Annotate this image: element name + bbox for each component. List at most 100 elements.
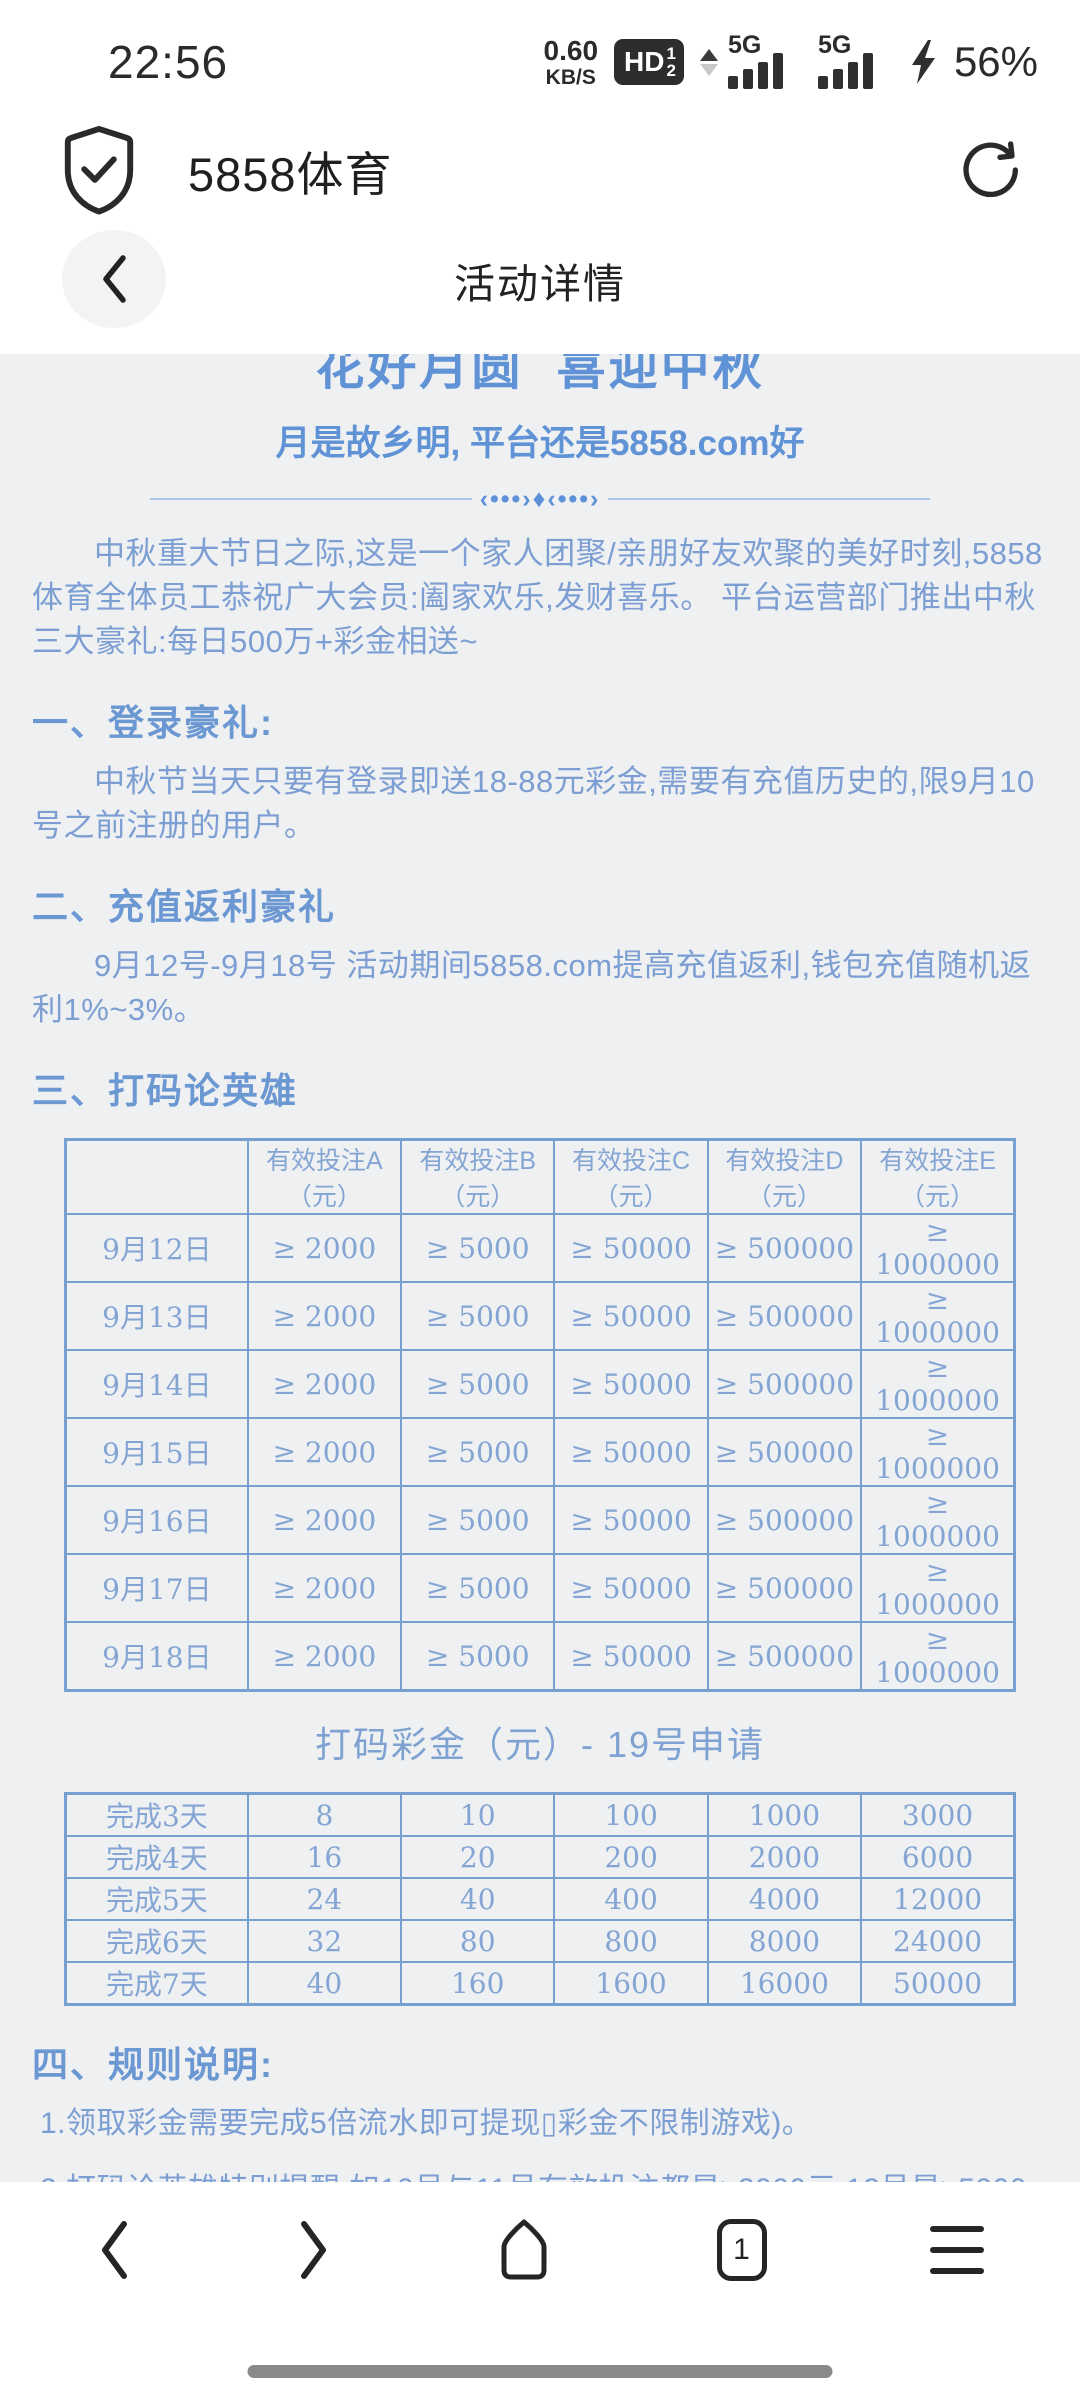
table-cell: ≥ 2000 [246, 1417, 403, 1487]
table-cell: 9月17日 [64, 1553, 249, 1623]
table-cell: ≥ 5000 [400, 1349, 556, 1419]
table-cell: 10 [400, 1792, 556, 1837]
tab-count: 1 [733, 2233, 750, 2266]
signal-sim2-icon: 5G [817, 31, 892, 91]
table-cell: 8 [246, 1792, 403, 1837]
table-header-row: 有效投注A（元） 有效投注B（元） 有效投注C（元） 有效投注D（元） 有效投注E（元） [64, 1138, 1016, 1215]
table-row: 完成7天 40 160 1600 16000 50000 [64, 1961, 1016, 2006]
table-cell: 9月13日 [64, 1281, 249, 1351]
chevron-left-icon [103, 255, 126, 303]
status-indicators: 0.60 KB/S HD 1 2 5G 5G [543, 31, 1038, 91]
clock: 22:56 [108, 36, 229, 88]
intro-paragraph: 中秋重大节日之际,这是一个家人团聚/亲朋好友欢聚的美好时刻,5858体育全体员工… [32, 536, 1043, 659]
hd-label: HD [624, 46, 665, 77]
sim1-label: 1 [666, 44, 676, 63]
table-cell: 12000 [860, 1877, 1016, 1921]
table-cell: 9月15日 [64, 1417, 249, 1487]
table-row: 完成4天 16 20 200 2000 6000 [64, 1835, 1016, 1879]
table-cell: 50000 [860, 1961, 1016, 2006]
table-cell: ≥ 50000 [553, 1621, 709, 1692]
table-cell: ≥ 2000 [246, 1281, 403, 1351]
table-cell: 400 [553, 1877, 709, 1921]
browser-header: 5858体育 [0, 124, 1080, 216]
divider-ornament: ‹•••›♦‹•••› [479, 484, 601, 513]
table-cell: 4000 [706, 1877, 863, 1921]
nav-back-icon[interactable] [96, 2219, 132, 2281]
sim2-label: 2 [666, 61, 676, 80]
table-cell: ≥ 5000 [400, 1281, 556, 1351]
column-header: 有效投注E（元） [860, 1138, 1016, 1215]
menu-icon[interactable] [930, 2226, 984, 2274]
table-cell: 20 [400, 1835, 556, 1879]
section4-heading: 四、规则说明: [32, 2044, 274, 2085]
back-button[interactable] [62, 230, 166, 328]
table-cell: 16 [246, 1835, 403, 1879]
table-cell: 9月18日 [64, 1621, 249, 1692]
section3-heading: 三、打码论英雄 [32, 1070, 299, 1111]
table-cell: 6000 [860, 1835, 1016, 1879]
table-cell: 1600 [553, 1961, 709, 2006]
data-activity-icon [699, 48, 718, 76]
table-cell: ≥ 50000 [553, 1281, 709, 1351]
table-cell: 完成5天 [64, 1877, 249, 1921]
column-header [64, 1138, 249, 1215]
table-row: 9月18日 ≥ 2000 ≥ 5000 ≥ 50000 ≥ 500000 ≥ 100000… [64, 1621, 1016, 1692]
table-cell: ≥ 2000 [246, 1213, 403, 1283]
table-cell: 9月14日 [64, 1349, 249, 1419]
table-row: 完成5天 24 40 400 4000 12000 [64, 1877, 1016, 1921]
browser-bottom-bar: 1 [0, 2182, 1080, 2400]
column-header: 有效投注D（元） [706, 1138, 863, 1215]
table-cell: 9月16日 [64, 1485, 249, 1555]
table-cell: ≥ 1000000 [860, 1349, 1016, 1419]
refresh-icon[interactable] [958, 138, 1022, 202]
table-cell: ≥ 50000 [553, 1213, 709, 1283]
table-cell: ≥ 1000000 [860, 1485, 1016, 1555]
table-cell: 8000 [706, 1919, 863, 1963]
charging-icon [911, 40, 935, 84]
network-speed-value: 0.60 [543, 34, 599, 66]
table-row: 9月16日 ≥ 2000 ≥ 5000 ≥ 50000 ≥ 500000 ≥ 100000… [64, 1485, 1016, 1555]
table-row: 完成6天 32 80 800 8000 24000 [64, 1919, 1016, 1963]
ornamental-divider: ‹•••›♦‹•••› [150, 484, 931, 513]
table-cell: ≥ 500000 [706, 1485, 863, 1555]
table-cell: ≥ 1000000 [860, 1281, 1016, 1351]
gesture-bar[interactable] [247, 2365, 833, 2378]
section2-body: 9月12号-9月18号 活动期间5858.com提高充值返利,钱包充值随机返利1… [32, 948, 1032, 1027]
table-cell: ≥ 50000 [553, 1417, 709, 1487]
nav-row: 1 [0, 2218, 1080, 2282]
bonus-amounts-table: 完成3天 8 10 100 1000 3000 完成4天 16 20 200 2000 6000 完成5… [64, 1792, 1016, 2006]
table-cell: ≥ 50000 [553, 1553, 709, 1623]
rule-item: 1.领取彩金需要完成5倍流水即可提现▯彩金不限制游戏)。 [40, 2107, 813, 2140]
table-cell: 1000 [706, 1792, 863, 1837]
battery-percent: 56% [953, 38, 1038, 85]
table-cell: ≥ 5000 [400, 1213, 556, 1283]
table-cell: 24 [246, 1877, 403, 1921]
signal1-label: 5G [727, 31, 762, 59]
page-header: 活动详情 [0, 230, 1080, 330]
table-cell: 40 [246, 1961, 403, 2006]
column-header: 有效投注A（元） [246, 1138, 403, 1215]
security-shield-icon[interactable] [58, 124, 140, 216]
table-cell: 100 [553, 1792, 709, 1837]
table-cell: ≥ 2000 [246, 1485, 403, 1555]
activity-subtitle: 月是故乡明, 平台还是5858.com好 [275, 424, 805, 463]
table-cell: 2000 [706, 1835, 863, 1879]
table-cell: ≥ 500000 [706, 1621, 863, 1692]
table-cell: ≥ 5000 [400, 1417, 556, 1487]
table-cell: ≥ 500000 [706, 1349, 863, 1419]
table-cell: ≥ 1000000 [860, 1553, 1016, 1623]
column-header: 有效投注B（元） [400, 1138, 556, 1215]
table-cell: ≥ 50000 [553, 1485, 709, 1555]
nav-forward-icon[interactable] [296, 2219, 332, 2281]
table-cell: 800 [553, 1919, 709, 1963]
tabs-button[interactable]: 1 [716, 2219, 767, 2281]
table-cell: 40 [400, 1877, 556, 1921]
table-row: 9月13日 ≥ 2000 ≥ 5000 ≥ 50000 ≥ 500000 ≥ 100000… [64, 1281, 1016, 1351]
network-speed: 0.60 KB/S [543, 34, 599, 89]
bonus-table-caption: 打码彩金（元）- 19号申请 [314, 1724, 766, 1765]
table-cell: 200 [553, 1835, 709, 1879]
table-row: 9月17日 ≥ 2000 ≥ 5000 ≥ 50000 ≥ 500000 ≥ 100000… [64, 1553, 1016, 1623]
network-speed-unit: KB/S [545, 65, 596, 89]
home-icon[interactable] [495, 2218, 553, 2282]
